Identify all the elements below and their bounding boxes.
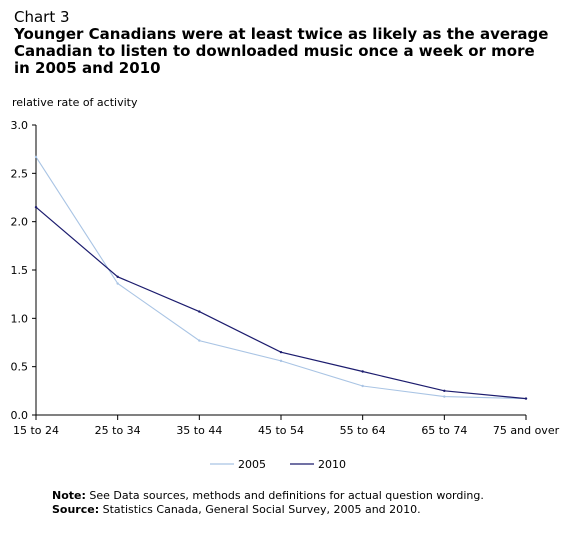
data-point-2010 <box>279 350 283 354</box>
series-line-2005 <box>35 156 527 400</box>
data-point-2010 <box>524 397 528 400</box>
legend-label-2005: 2005 <box>238 458 266 471</box>
x-tick-label: 75 and over <box>493 424 560 437</box>
chart-number: Chart 3 <box>14 8 70 26</box>
y-axis-label: relative rate of activity <box>12 96 138 109</box>
data-point-2005 <box>279 359 283 363</box>
y-tick-label: 2.5 <box>11 167 29 180</box>
x-tick-label: 15 to 24 <box>13 424 59 437</box>
y-tick-label: 2.0 <box>11 216 29 229</box>
y-tick-label: 0.5 <box>11 361 29 374</box>
data-point-2005 <box>116 282 119 285</box>
data-point-2005 <box>443 395 446 398</box>
source-text: Statistics Canada, General Social Survey… <box>102 503 421 516</box>
chart-heading: Chart 3 Younger Canadians were at least … <box>14 9 554 77</box>
x-tick-label: 25 to 34 <box>95 424 141 437</box>
source-label: Source: <box>52 503 100 516</box>
note-label: Note: <box>52 489 86 502</box>
data-point-2005 <box>361 384 364 388</box>
x-tick-label: 55 to 64 <box>340 424 386 437</box>
legend-label-2010: 2010 <box>318 458 346 471</box>
x-tick-label: 35 to 44 <box>176 424 222 437</box>
note-text: See Data sources, methods and definition… <box>89 489 484 502</box>
x-tick-label: 65 to 74 <box>421 424 467 437</box>
data-point-2005 <box>198 339 201 342</box>
y-tick-label: 1.0 <box>11 312 29 325</box>
line-chart: 0.0 0.5 1.0 1.5 2.0 2.5 3.0 15 to 24 25 to 34 35 … <box>11 119 560 471</box>
chart-title: Younger Canadians were at least twice as… <box>14 25 549 77</box>
y-tick-label: 0.0 <box>11 409 29 422</box>
x-tick-label: 45 to 54 <box>258 424 304 437</box>
data-point-2005 <box>34 155 38 159</box>
y-tick-label: 1.5 <box>11 264 29 277</box>
source-line: Source: Statistics Canada, General Socia… <box>52 503 484 517</box>
data-point-2010 <box>361 370 364 373</box>
data-point-2010 <box>198 310 201 313</box>
note-line: Note: See Data sources, methods and defi… <box>52 489 484 503</box>
data-point-2010 <box>34 205 38 209</box>
data-point-2010 <box>116 275 119 278</box>
data-point-2010 <box>443 389 446 393</box>
chart-notes: Note: See Data sources, methods and defi… <box>52 489 484 517</box>
y-tick-label: 3.0 <box>11 119 29 132</box>
series-line-2010 <box>35 206 527 400</box>
